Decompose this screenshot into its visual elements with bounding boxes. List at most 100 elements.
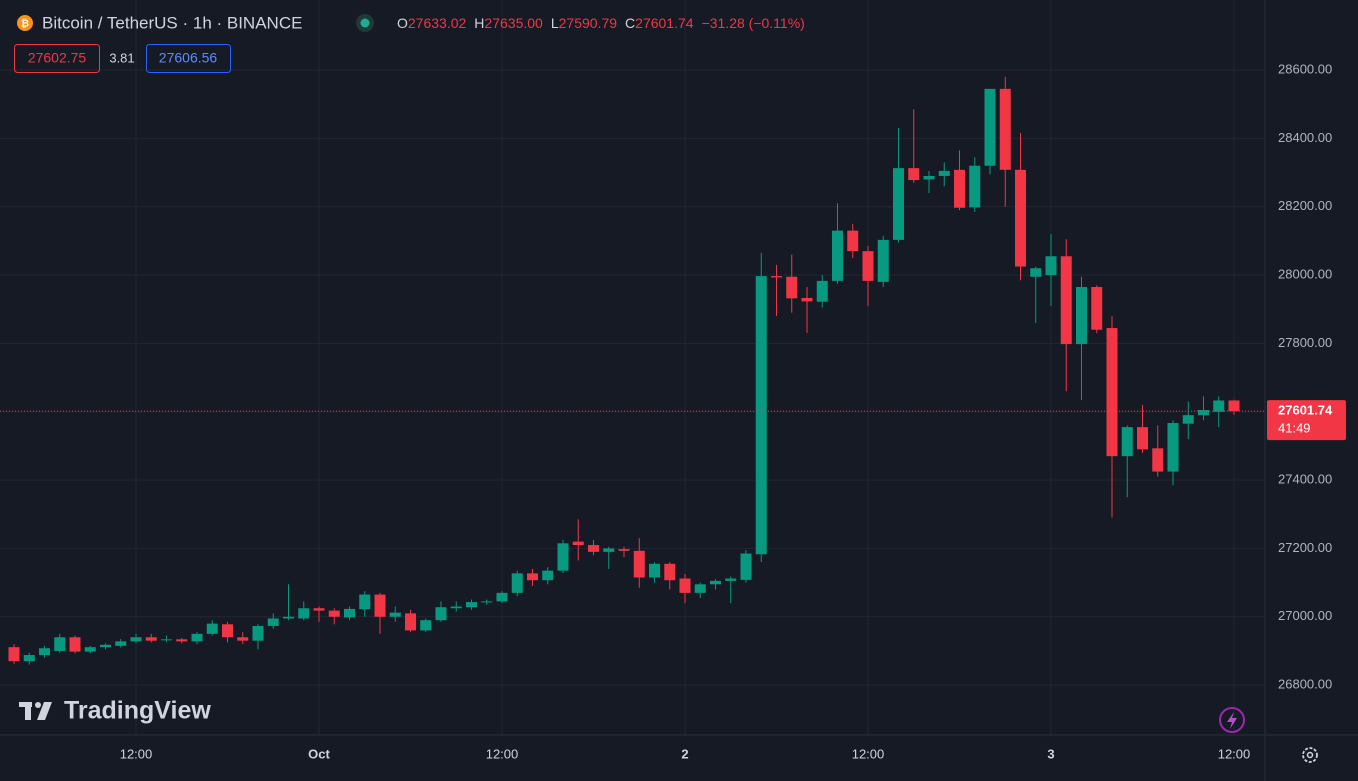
candle-body [130, 637, 142, 642]
candle-body [191, 633, 203, 642]
y-tick-label: 27200.00 [1278, 540, 1332, 555]
x-tick-label: 12:00 [486, 746, 519, 761]
market-status-dot [360, 18, 370, 28]
legend-value: 27635.00 [484, 15, 543, 31]
candle-body [1198, 410, 1209, 416]
x-tick-label: Oct [308, 746, 330, 761]
candle-body [801, 297, 813, 302]
candle-body [877, 239, 889, 282]
candle-body [893, 168, 904, 240]
candle-body [389, 612, 401, 617]
candle-body [969, 165, 981, 208]
candle-body [588, 545, 599, 552]
bid-box[interactable] [14, 44, 100, 73]
spread: 3.81 [109, 50, 134, 65]
candle-body [359, 594, 371, 610]
candle-body [176, 639, 188, 642]
ask-price: 27606.56 [159, 50, 218, 66]
candle-body [649, 563, 660, 578]
last-price-label: 27601.74 [1278, 403, 1333, 418]
candle-body [740, 553, 752, 580]
candle-body [222, 624, 233, 638]
countdown: 41:49 [1278, 421, 1311, 436]
legend-change: −31.28 (−0.11%) [702, 15, 805, 31]
candle-body [466, 602, 477, 608]
candle-body [1228, 400, 1240, 412]
candle-body [1030, 268, 1042, 277]
candle-body [145, 637, 157, 641]
alerts-icon [1227, 712, 1237, 729]
candle-body [527, 573, 538, 581]
legend-value: 27601.74 [635, 15, 694, 31]
y-tick-label: 28200.00 [1278, 198, 1332, 213]
candle-body [252, 625, 264, 641]
x-tick-label: 12:00 [1218, 746, 1251, 761]
chart-title: Bitcoin / TetherUS · 1h · BINANCE [42, 13, 302, 32]
candle-body [542, 570, 554, 581]
candle-body [435, 607, 447, 621]
settings-button[interactable] [1302, 747, 1318, 763]
candle-body [984, 88, 996, 166]
candle-body [1121, 427, 1133, 457]
logo-part [35, 702, 41, 708]
legend-value: 27590.79 [559, 15, 618, 31]
candle-body [710, 580, 721, 585]
candle-body [313, 608, 325, 611]
x-tick-label: 2 [681, 746, 688, 761]
candle-body [694, 584, 706, 593]
candle-body [54, 637, 66, 651]
coin-icon-glyph: ₿ [21, 18, 29, 30]
candle-body [923, 175, 935, 180]
alerts-button[interactable] [1219, 707, 1245, 733]
ohlc-legend: O27633.02 H27635.00 L27590.79 C27601.74 −31.… [397, 15, 805, 31]
candle-body [1182, 415, 1194, 424]
candle-body [1106, 328, 1118, 457]
candle-body [8, 647, 20, 662]
candles [8, 76, 1240, 665]
candle-body [84, 647, 96, 652]
y-tick-label: 27000.00 [1278, 608, 1332, 623]
candle-body [69, 637, 81, 652]
grid [0, 0, 1265, 735]
candle-body [420, 620, 432, 631]
candle-body [100, 644, 111, 648]
candle-body [206, 623, 218, 634]
candle-body [679, 578, 691, 593]
candle-body [344, 608, 355, 618]
candle-body [557, 543, 569, 571]
candle-body [267, 618, 279, 626]
candle-body [847, 230, 859, 252]
candle-body [161, 639, 172, 641]
legend-key: O [397, 15, 408, 31]
candle-body [283, 616, 294, 619]
x-tick-label: 3 [1047, 746, 1054, 761]
x-tick-label: 12:00 [120, 746, 153, 761]
candle-body [496, 592, 508, 602]
candle-body [23, 655, 35, 662]
settings-icon [1306, 751, 1314, 759]
candle-body [1060, 256, 1072, 345]
legend-key: H [474, 15, 484, 31]
y-tick-label: 27400.00 [1278, 472, 1332, 487]
candle-body [725, 578, 737, 581]
candle-body [1091, 287, 1103, 330]
candle-body [39, 648, 50, 656]
legend-key: L [551, 15, 559, 31]
ask-box[interactable] [146, 44, 231, 73]
candle-body [237, 637, 249, 641]
candle-body [450, 606, 462, 609]
candle-body [1015, 169, 1026, 267]
y-tick-label: 26800.00 [1278, 677, 1332, 692]
candle-body [1137, 427, 1148, 450]
candle-body [954, 169, 965, 208]
candle-body [1152, 448, 1164, 472]
candle-body [374, 594, 386, 617]
candle-body [1213, 400, 1225, 412]
watermark: TradingView [64, 697, 211, 725]
logo-part [25, 702, 31, 720]
candle-body [862, 251, 874, 281]
candle-body [481, 601, 493, 603]
y-tick-label: 28000.00 [1278, 267, 1332, 282]
candle-body [405, 613, 416, 631]
